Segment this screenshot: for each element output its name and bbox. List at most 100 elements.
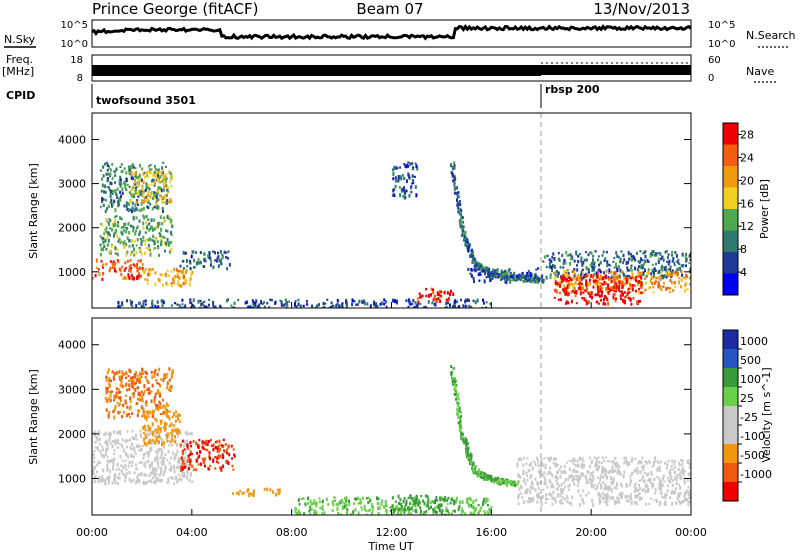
- echo-cell: [164, 464, 167, 468]
- echo-cell: [162, 411, 165, 415]
- echo-cell: [464, 232, 467, 236]
- freq-bar-rbsp: [541, 65, 691, 75]
- echo-cell: [147, 247, 150, 251]
- echo-cell: [164, 376, 166, 380]
- echo-cell: [155, 449, 158, 454]
- echo-cell: [150, 301, 153, 306]
- echo-cell: [250, 492, 253, 496]
- echo-cell: [217, 444, 220, 448]
- echo-cell: [488, 271, 491, 275]
- echo-cell: [140, 435, 143, 439]
- echo-cell: [512, 275, 515, 279]
- echo-cell: [121, 370, 124, 375]
- echo-cell: [573, 286, 576, 291]
- echo-cell: [109, 227, 112, 230]
- echo-cell: [429, 501, 432, 505]
- echo-cell: [218, 264, 221, 267]
- echo-cell: [151, 383, 154, 388]
- echo-cell: [463, 235, 466, 238]
- echo-cell: [131, 460, 134, 464]
- echo-cell: [145, 188, 147, 192]
- echo-cell: [173, 280, 176, 285]
- echo-cell: [247, 305, 250, 308]
- echo-cell: [111, 262, 114, 266]
- echo-cell: [610, 275, 613, 279]
- echo-cell: [453, 383, 456, 387]
- echo-cell: [142, 235, 145, 240]
- echo-cell: [412, 509, 415, 512]
- echo-cell: [121, 304, 124, 307]
- echo-cell: [586, 470, 589, 474]
- echo-cell: [110, 244, 113, 248]
- echo-cell: [164, 249, 166, 253]
- echo-cell: [517, 274, 520, 278]
- echo-cell: [590, 264, 593, 268]
- echo-cell: [198, 454, 201, 458]
- echo-cell: [166, 381, 169, 386]
- echo-cell: [684, 283, 687, 287]
- echo-cell: [400, 510, 403, 515]
- echo-cell: [383, 298, 386, 302]
- echo-cell: [314, 306, 317, 308]
- echo-cell: [601, 287, 604, 290]
- echo-cell: [149, 273, 151, 277]
- echo-cell: [609, 486, 611, 491]
- echo-cell: [653, 267, 656, 271]
- echo-cell: [665, 493, 668, 496]
- echo-cell: [181, 461, 184, 465]
- echo-cell: [533, 460, 536, 463]
- echo-cell: [613, 486, 616, 490]
- echo-cell: [399, 507, 402, 511]
- echo-cell: [556, 476, 559, 481]
- echo-cell: [563, 481, 566, 484]
- echo-cell: [149, 432, 152, 435]
- echo-cell: [600, 474, 602, 478]
- echo-cell: [470, 498, 473, 502]
- echo-cell: [128, 379, 130, 382]
- echo-cell: [153, 184, 156, 187]
- echo-cell: [490, 475, 493, 479]
- echo-cell: [556, 283, 559, 287]
- echo-cell: [640, 271, 643, 275]
- echo-cell: [346, 511, 348, 515]
- echo-cell: [154, 282, 157, 287]
- echo-cell: [655, 277, 658, 280]
- echo-cell: [467, 446, 470, 450]
- echo-cell: [650, 275, 653, 279]
- echo-cell: [149, 306, 152, 308]
- echo-cell: [565, 250, 568, 255]
- echo-cell: [584, 274, 587, 278]
- echo-cell: [179, 414, 182, 417]
- echo-cell: [179, 420, 181, 423]
- echo-cell: [550, 259, 553, 264]
- echo-cell: [512, 278, 514, 282]
- date-title: 13/Nov/2013: [593, 0, 690, 18]
- echo-cell: [120, 230, 123, 235]
- echo-cell: [504, 276, 507, 280]
- echo-cell: [553, 296, 556, 299]
- echo-cell: [136, 378, 139, 382]
- echo-cell: [643, 471, 646, 475]
- echo-cell: [129, 252, 132, 257]
- echo-cell: [436, 511, 439, 514]
- echo-cell: [540, 274, 543, 278]
- echo-cell: [467, 247, 470, 251]
- echo-cell: [249, 306, 252, 308]
- echo-cell: [585, 301, 588, 306]
- echo-cell: [119, 375, 122, 378]
- echo-cell: [102, 247, 105, 252]
- echo-cell: [646, 258, 649, 263]
- echo-cell: [99, 252, 102, 257]
- echo-cell: [549, 480, 552, 483]
- echo-cell: [605, 287, 607, 291]
- echo-cell: [383, 505, 386, 509]
- echo-cell: [586, 288, 589, 292]
- echo-cell: [565, 289, 568, 294]
- echo-cell: [395, 505, 398, 509]
- echo-cell: [610, 270, 613, 274]
- echo-cell: [545, 493, 547, 497]
- echo-cell: [622, 475, 625, 479]
- echo-cell: [174, 437, 177, 440]
- echo-cell: [183, 444, 186, 448]
- echo-cell: [170, 465, 173, 468]
